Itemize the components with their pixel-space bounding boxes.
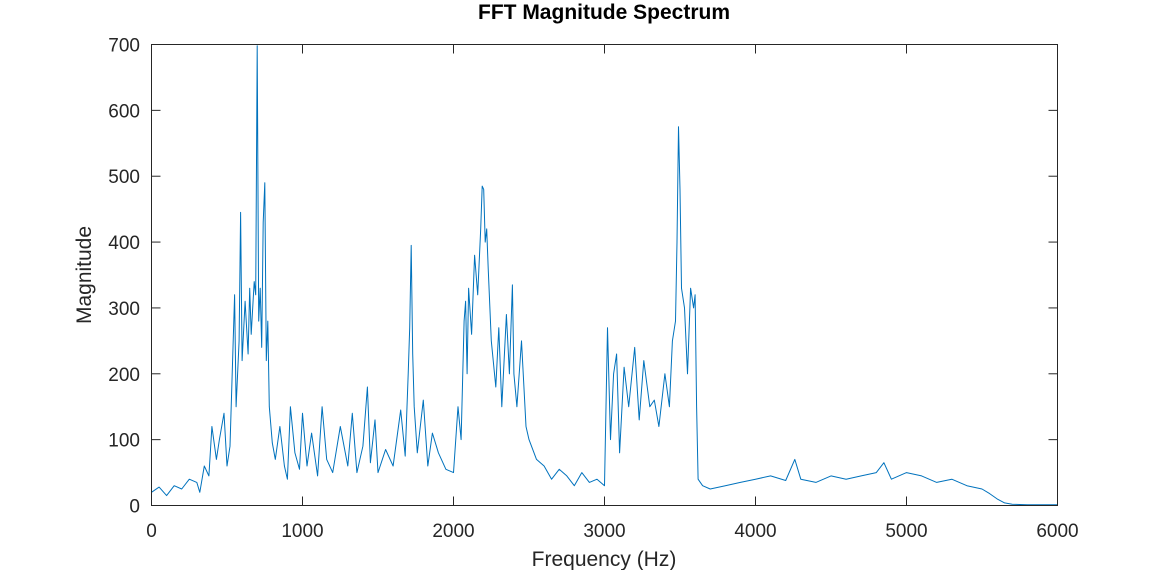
y-axis-label: Magnitude <box>73 226 96 324</box>
x-tick-label: 5000 <box>885 521 927 542</box>
y-tick-label: 600 <box>108 101 140 122</box>
axis-tick-labels: 0 1000 2000 3000 4000 5000 6000 0 100 200 300 400 50… <box>108 36 1078 543</box>
y-tick-label: 300 <box>108 299 140 320</box>
x-tick-label: 1000 <box>281 521 323 542</box>
y-tick-label: 400 <box>108 233 140 254</box>
x-tick-label: 6000 <box>1036 521 1078 542</box>
y-tick-label: 500 <box>108 167 140 188</box>
y-tick-label: 0 <box>129 497 140 518</box>
x-tick-label: 0 <box>146 521 157 542</box>
y-tick-label: 200 <box>108 365 140 386</box>
y-tick-label: 100 <box>108 431 140 452</box>
chart-title: FFT Magnitude Spectrum <box>478 1 730 24</box>
spectrum-line <box>151 45 1058 506</box>
x-axis-label: Frequency (Hz) <box>532 548 677 570</box>
plot-frame <box>151 44 1058 506</box>
x-tick-label: 3000 <box>583 521 625 542</box>
x-tick-label: 2000 <box>432 521 474 542</box>
y-tick-label: 700 <box>108 36 140 57</box>
axis-ticks <box>151 44 1058 506</box>
x-tick-label: 4000 <box>734 521 776 542</box>
